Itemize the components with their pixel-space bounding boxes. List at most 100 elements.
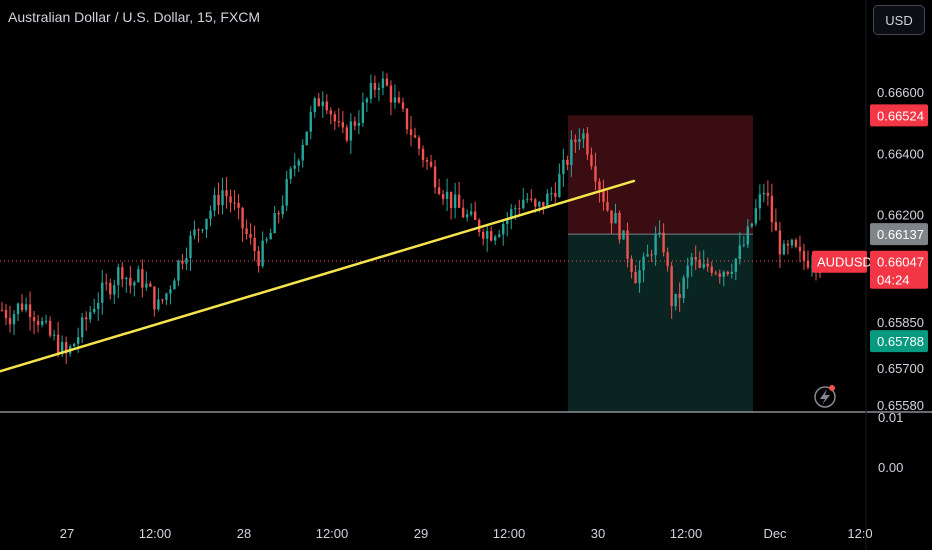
candle	[738, 232, 742, 265]
svg-text:0.65788: 0.65788	[877, 334, 924, 349]
time-tick-label: 30	[591, 526, 605, 541]
candle	[269, 228, 272, 240]
candle	[469, 203, 473, 217]
candle	[149, 281, 152, 288]
candle	[301, 139, 304, 168]
candle	[502, 219, 505, 246]
time-tick-label: 28	[237, 526, 251, 541]
candle	[437, 178, 441, 196]
candle	[393, 84, 397, 109]
candle	[646, 244, 649, 257]
candle	[309, 105, 312, 140]
candle	[457, 181, 461, 208]
candle	[277, 210, 280, 224]
candle	[409, 115, 413, 147]
candle	[762, 183, 766, 203]
price-tick-label: 0.65580	[877, 398, 924, 413]
bar-countdown: 04:24	[877, 273, 910, 288]
candle	[357, 110, 361, 135]
candle	[582, 128, 585, 148]
time-tick-label: 27	[60, 526, 74, 541]
candle	[662, 223, 665, 257]
candle	[12, 310, 16, 336]
candle	[44, 314, 48, 325]
stop-price-tag: 0.66524	[870, 104, 928, 127]
candle	[333, 111, 337, 130]
candle	[16, 302, 20, 322]
candle	[161, 298, 164, 304]
candle	[137, 265, 140, 283]
candle	[778, 221, 782, 268]
candle	[586, 127, 589, 160]
stop-loss-zone[interactable]	[568, 115, 753, 235]
candle	[361, 92, 365, 127]
candle	[694, 245, 697, 270]
candle	[317, 92, 320, 107]
svg-text:0.66137: 0.66137	[877, 227, 924, 242]
entry-price-tag: 0.66137	[870, 223, 928, 246]
candle	[453, 182, 457, 219]
price-axis: 0.66600 0.66400 0.66200 0.65850 0.65700 0.655…	[877, 85, 924, 413]
candle	[325, 94, 328, 115]
candle	[441, 189, 445, 205]
candle	[790, 238, 794, 249]
candle	[145, 271, 148, 291]
lower-pane-tick-top: 0.01	[878, 410, 904, 425]
candle	[257, 245, 260, 273]
time-tick-label: 12:00	[139, 526, 172, 541]
candle	[56, 321, 60, 358]
candle	[590, 147, 593, 170]
candle	[494, 234, 497, 246]
svg-text:0.66524: 0.66524	[877, 108, 924, 123]
candle	[121, 262, 124, 288]
candle	[337, 108, 341, 128]
candle	[173, 278, 176, 290]
candle	[377, 82, 381, 102]
candle	[241, 206, 244, 242]
candle	[221, 177, 224, 215]
candle	[165, 292, 168, 305]
candle	[24, 297, 28, 313]
candle	[321, 91, 324, 118]
candle	[201, 228, 204, 233]
candle	[786, 239, 790, 255]
candle	[28, 291, 32, 331]
candle	[546, 189, 549, 209]
candle	[489, 226, 493, 242]
candle	[385, 73, 389, 87]
candle	[421, 145, 425, 168]
candle	[678, 282, 681, 312]
candle	[413, 127, 417, 139]
candle	[381, 71, 385, 96]
candle	[345, 124, 349, 143]
candle	[746, 219, 750, 249]
candle	[401, 97, 405, 113]
currency-button[interactable]: USD	[873, 5, 925, 35]
candle	[706, 257, 709, 272]
candle	[798, 235, 802, 263]
current-price-tag: AUDUSD 0.66047 04:24	[812, 250, 928, 289]
candle	[349, 113, 353, 154]
take-profit-zone[interactable]	[568, 234, 753, 412]
candle	[209, 205, 212, 227]
candle	[177, 259, 180, 287]
candle	[618, 210, 621, 244]
price-tick-label: 0.65700	[877, 361, 924, 376]
candle	[566, 155, 569, 171]
lightning-icon[interactable]	[814, 385, 836, 408]
candle	[133, 280, 136, 297]
candle	[157, 287, 160, 312]
trendline[interactable]	[0, 179, 636, 373]
candle	[293, 153, 296, 177]
candle	[169, 285, 172, 305]
candle	[686, 257, 689, 289]
candle	[614, 203, 617, 224]
candle	[125, 276, 128, 293]
current-price-value: 0.66047	[877, 255, 924, 270]
candle	[101, 269, 104, 315]
candle	[305, 131, 308, 146]
candle	[498, 229, 501, 239]
candle	[181, 254, 184, 270]
chart-title: Australian Dollar / U.S. Dollar, 15, FXC…	[8, 9, 261, 25]
